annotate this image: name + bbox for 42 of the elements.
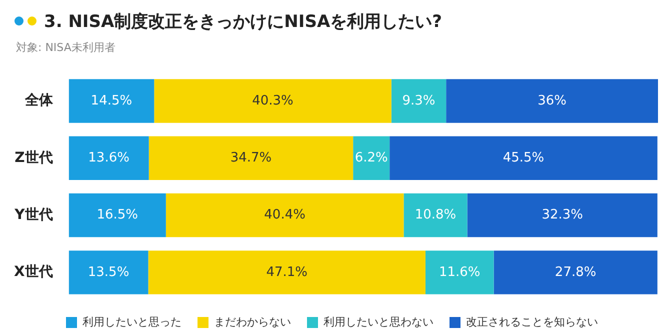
y-tick-label: 全体 (24, 92, 54, 109)
bar (68, 193, 166, 238)
bar (148, 250, 426, 294)
data-label: 14.5% (90, 93, 132, 108)
bar (390, 136, 658, 180)
data-label: 13.5% (88, 264, 130, 280)
data-label: 6.2% (354, 150, 388, 166)
legend-label: 利用したいと思った (82, 315, 182, 328)
data-label: 47.1% (266, 264, 308, 280)
y-tick-label: Z世代 (14, 150, 53, 166)
bar (353, 136, 390, 180)
bar (68, 136, 149, 180)
y-tick-label: X世代 (14, 264, 53, 280)
chart-subtitle: 対象: NISA未利用者 (15, 40, 116, 56)
bar (68, 250, 148, 294)
bar (68, 79, 154, 123)
data-label: 16.5% (96, 208, 138, 223)
bar (467, 193, 658, 238)
data-label: 9.3% (402, 93, 436, 108)
legend-label: まだわからない (214, 315, 291, 328)
bar (404, 193, 468, 238)
data-label: 40.4% (264, 208, 306, 223)
legend-label: 改正されることを知らない (466, 315, 598, 328)
data-label: 32.3% (542, 208, 584, 223)
data-label: 34.7% (230, 150, 272, 166)
y-tick-label: Y世代 (14, 206, 53, 223)
legend-label: 利用したいと思わない (324, 315, 434, 328)
bar (446, 79, 658, 123)
data-label: 10.8% (414, 208, 456, 223)
bar (391, 79, 446, 123)
data-label: 27.8% (554, 264, 596, 280)
data-label: 36% (538, 93, 566, 108)
bar (166, 193, 404, 238)
data-label: 13.6% (88, 150, 130, 166)
data-label: 11.6% (438, 264, 480, 280)
bar (425, 250, 494, 294)
data-label: 40.3% (252, 93, 294, 108)
bar (148, 136, 354, 180)
bar (154, 79, 392, 123)
bar (494, 250, 658, 294)
chart-title: 3. NISA制度改正をきっかけにNISAを利用したい? (44, 10, 442, 32)
data-label: 45.5% (502, 150, 544, 166)
